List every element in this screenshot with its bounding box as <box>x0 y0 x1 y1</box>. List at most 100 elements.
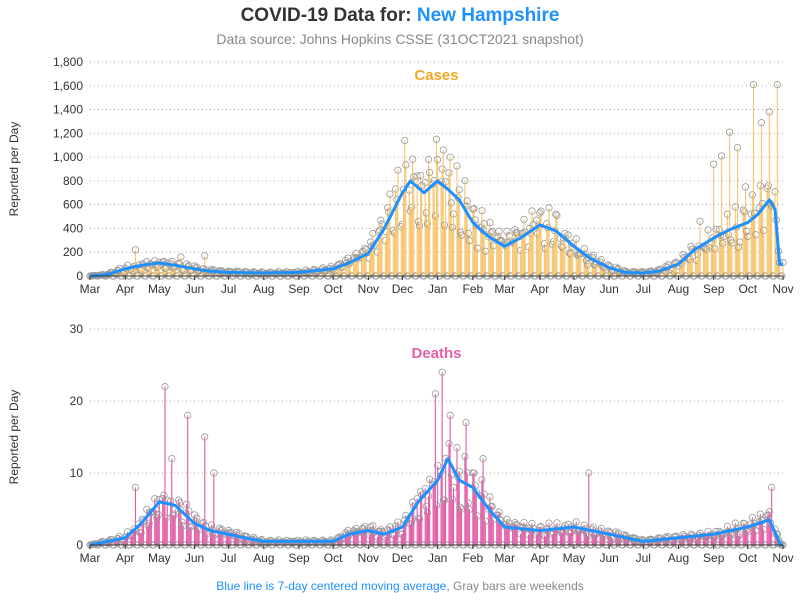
deaths-daily-point <box>520 518 528 527</box>
deaths-x-tick-label: Jan <box>428 551 447 565</box>
cases-daily-point <box>718 152 726 160</box>
deaths-x-tick-label: Feb <box>463 551 484 565</box>
cases-daily-point <box>553 211 561 220</box>
deaths-x-tick-label: Jul <box>221 551 236 565</box>
chart-title-region: New Hampshire <box>416 5 560 26</box>
cases-daily-point <box>740 208 748 216</box>
deaths-x-tick-label: Nov <box>358 551 379 565</box>
deaths-daily-point <box>154 510 162 519</box>
deaths-daily-point <box>445 440 453 448</box>
cases-daily-point <box>552 210 560 218</box>
deaths-daily-point <box>431 390 439 398</box>
cases-daily-point <box>384 204 392 212</box>
deaths-daily-point <box>486 493 494 501</box>
deaths-x-tick-label: Aug <box>668 551 689 565</box>
cases-daily-point <box>472 221 480 229</box>
cases-y-tick-label: 0 <box>76 269 83 283</box>
cases-daily-point <box>741 183 750 191</box>
cases-x-tick-label: Apr <box>531 282 550 296</box>
cases-daily-point <box>694 250 702 258</box>
deaths-daily-point <box>145 519 153 527</box>
deaths-daily-point <box>438 368 446 376</box>
deaths-daily-point <box>470 469 478 477</box>
cases-x-tick-label: Apr <box>116 282 135 296</box>
cases-daily-point <box>710 160 718 168</box>
cases-daily-point <box>703 245 711 254</box>
cases-daily-point <box>402 161 410 169</box>
deaths-x-tick-label: Jul <box>636 551 651 565</box>
cases-daily-point <box>423 220 432 228</box>
cases-daily-point <box>409 155 417 163</box>
cases-daily-point <box>447 199 455 207</box>
cases-daily-point <box>177 253 185 261</box>
deaths-x-tick-label: Oct <box>738 551 757 565</box>
cases-y-tick-label: 1,200 <box>53 126 83 140</box>
deaths-daily-point <box>463 469 471 477</box>
deaths-daily-point <box>446 411 454 419</box>
deaths-daily-point <box>177 506 185 514</box>
deaths-daily-point <box>137 529 145 537</box>
cases-x-tick-label: Dec <box>392 282 413 296</box>
deaths-daily-point <box>160 491 168 499</box>
cases-x-tick-label: Sep <box>703 282 725 296</box>
cases-daily-point <box>748 191 756 199</box>
cases-x-tick-label: Nov <box>772 282 793 296</box>
cases-daily-point <box>686 256 694 264</box>
deaths-daily-point <box>151 495 159 503</box>
deaths-daily-point <box>479 454 487 463</box>
deaths-daily-point <box>768 483 776 491</box>
footnote-average-note: Blue line is 7-day centered moving avera… <box>216 579 450 593</box>
deaths-daily-point <box>583 532 592 540</box>
deaths-daily-point <box>480 490 488 498</box>
deaths-daily-point <box>399 521 408 529</box>
deaths-x-tick-label: Oct <box>324 551 343 565</box>
cases-daily-point <box>536 209 544 217</box>
cases-daily-point <box>580 244 588 253</box>
cases-daily-point <box>431 212 439 220</box>
cases-daily-point <box>537 207 545 215</box>
chart-title: COVID-19 Data for: New Hampshire <box>0 5 800 27</box>
cases-y-tick-label: 1,000 <box>53 150 83 164</box>
cases-x-tick-label: Nov <box>358 282 379 296</box>
cases-daily-point <box>583 261 592 269</box>
cases-x-tick-label: Jun <box>185 282 204 296</box>
cases-daily-point <box>361 244 369 252</box>
deaths-y-tick-label: 30 <box>70 322 84 336</box>
deaths-x-tick-label: Mar <box>494 551 515 565</box>
cases-daily-point <box>478 207 486 215</box>
deaths-daily-point <box>200 518 208 527</box>
deaths-daily-point <box>162 514 170 522</box>
deaths-daily-point <box>461 452 469 461</box>
cases-x-tick-label: Jul <box>636 282 651 296</box>
cases-daily-point <box>513 229 521 237</box>
deaths-daily-point <box>182 500 191 508</box>
cases-daily-point <box>434 156 442 164</box>
deaths-y-tick-label: 0 <box>76 538 83 552</box>
cases-daily-point <box>756 182 764 190</box>
cases-daily-point <box>503 227 511 235</box>
cases-daily-point <box>773 80 781 89</box>
cases-daily-point <box>505 232 513 240</box>
deaths-daily-point <box>748 513 756 521</box>
cases-daily-point <box>439 146 447 154</box>
deaths-daily-point <box>448 495 457 503</box>
footnote-weekend-note: Gray bars are weekends <box>453 579 584 593</box>
deaths-daily-point <box>585 469 593 477</box>
cases-x-tick-label: May <box>148 282 171 296</box>
cases-x-tick-label: May <box>563 282 586 296</box>
deaths-x-tick-label: May <box>563 551 586 565</box>
chart-title-prefix: COVID-19 Data for: <box>240 5 412 26</box>
deaths-x-tick-label: Jun <box>600 551 619 565</box>
cases-y-tick-label: 400 <box>63 221 83 235</box>
deaths-daily-point <box>186 523 194 532</box>
deaths-x-tick-label: Dec <box>392 551 413 565</box>
deaths-x-tick-label: Apr <box>531 551 550 565</box>
cases-daily-point <box>424 155 433 164</box>
deaths-daily-point <box>456 503 464 511</box>
deaths-daily-point <box>462 418 470 427</box>
cases-daily-point <box>712 225 720 233</box>
cases-daily-point <box>445 169 453 177</box>
cases-daily-point <box>438 165 446 173</box>
cases-y-tick-label: 800 <box>63 174 83 188</box>
cases-daily-point <box>394 166 402 174</box>
